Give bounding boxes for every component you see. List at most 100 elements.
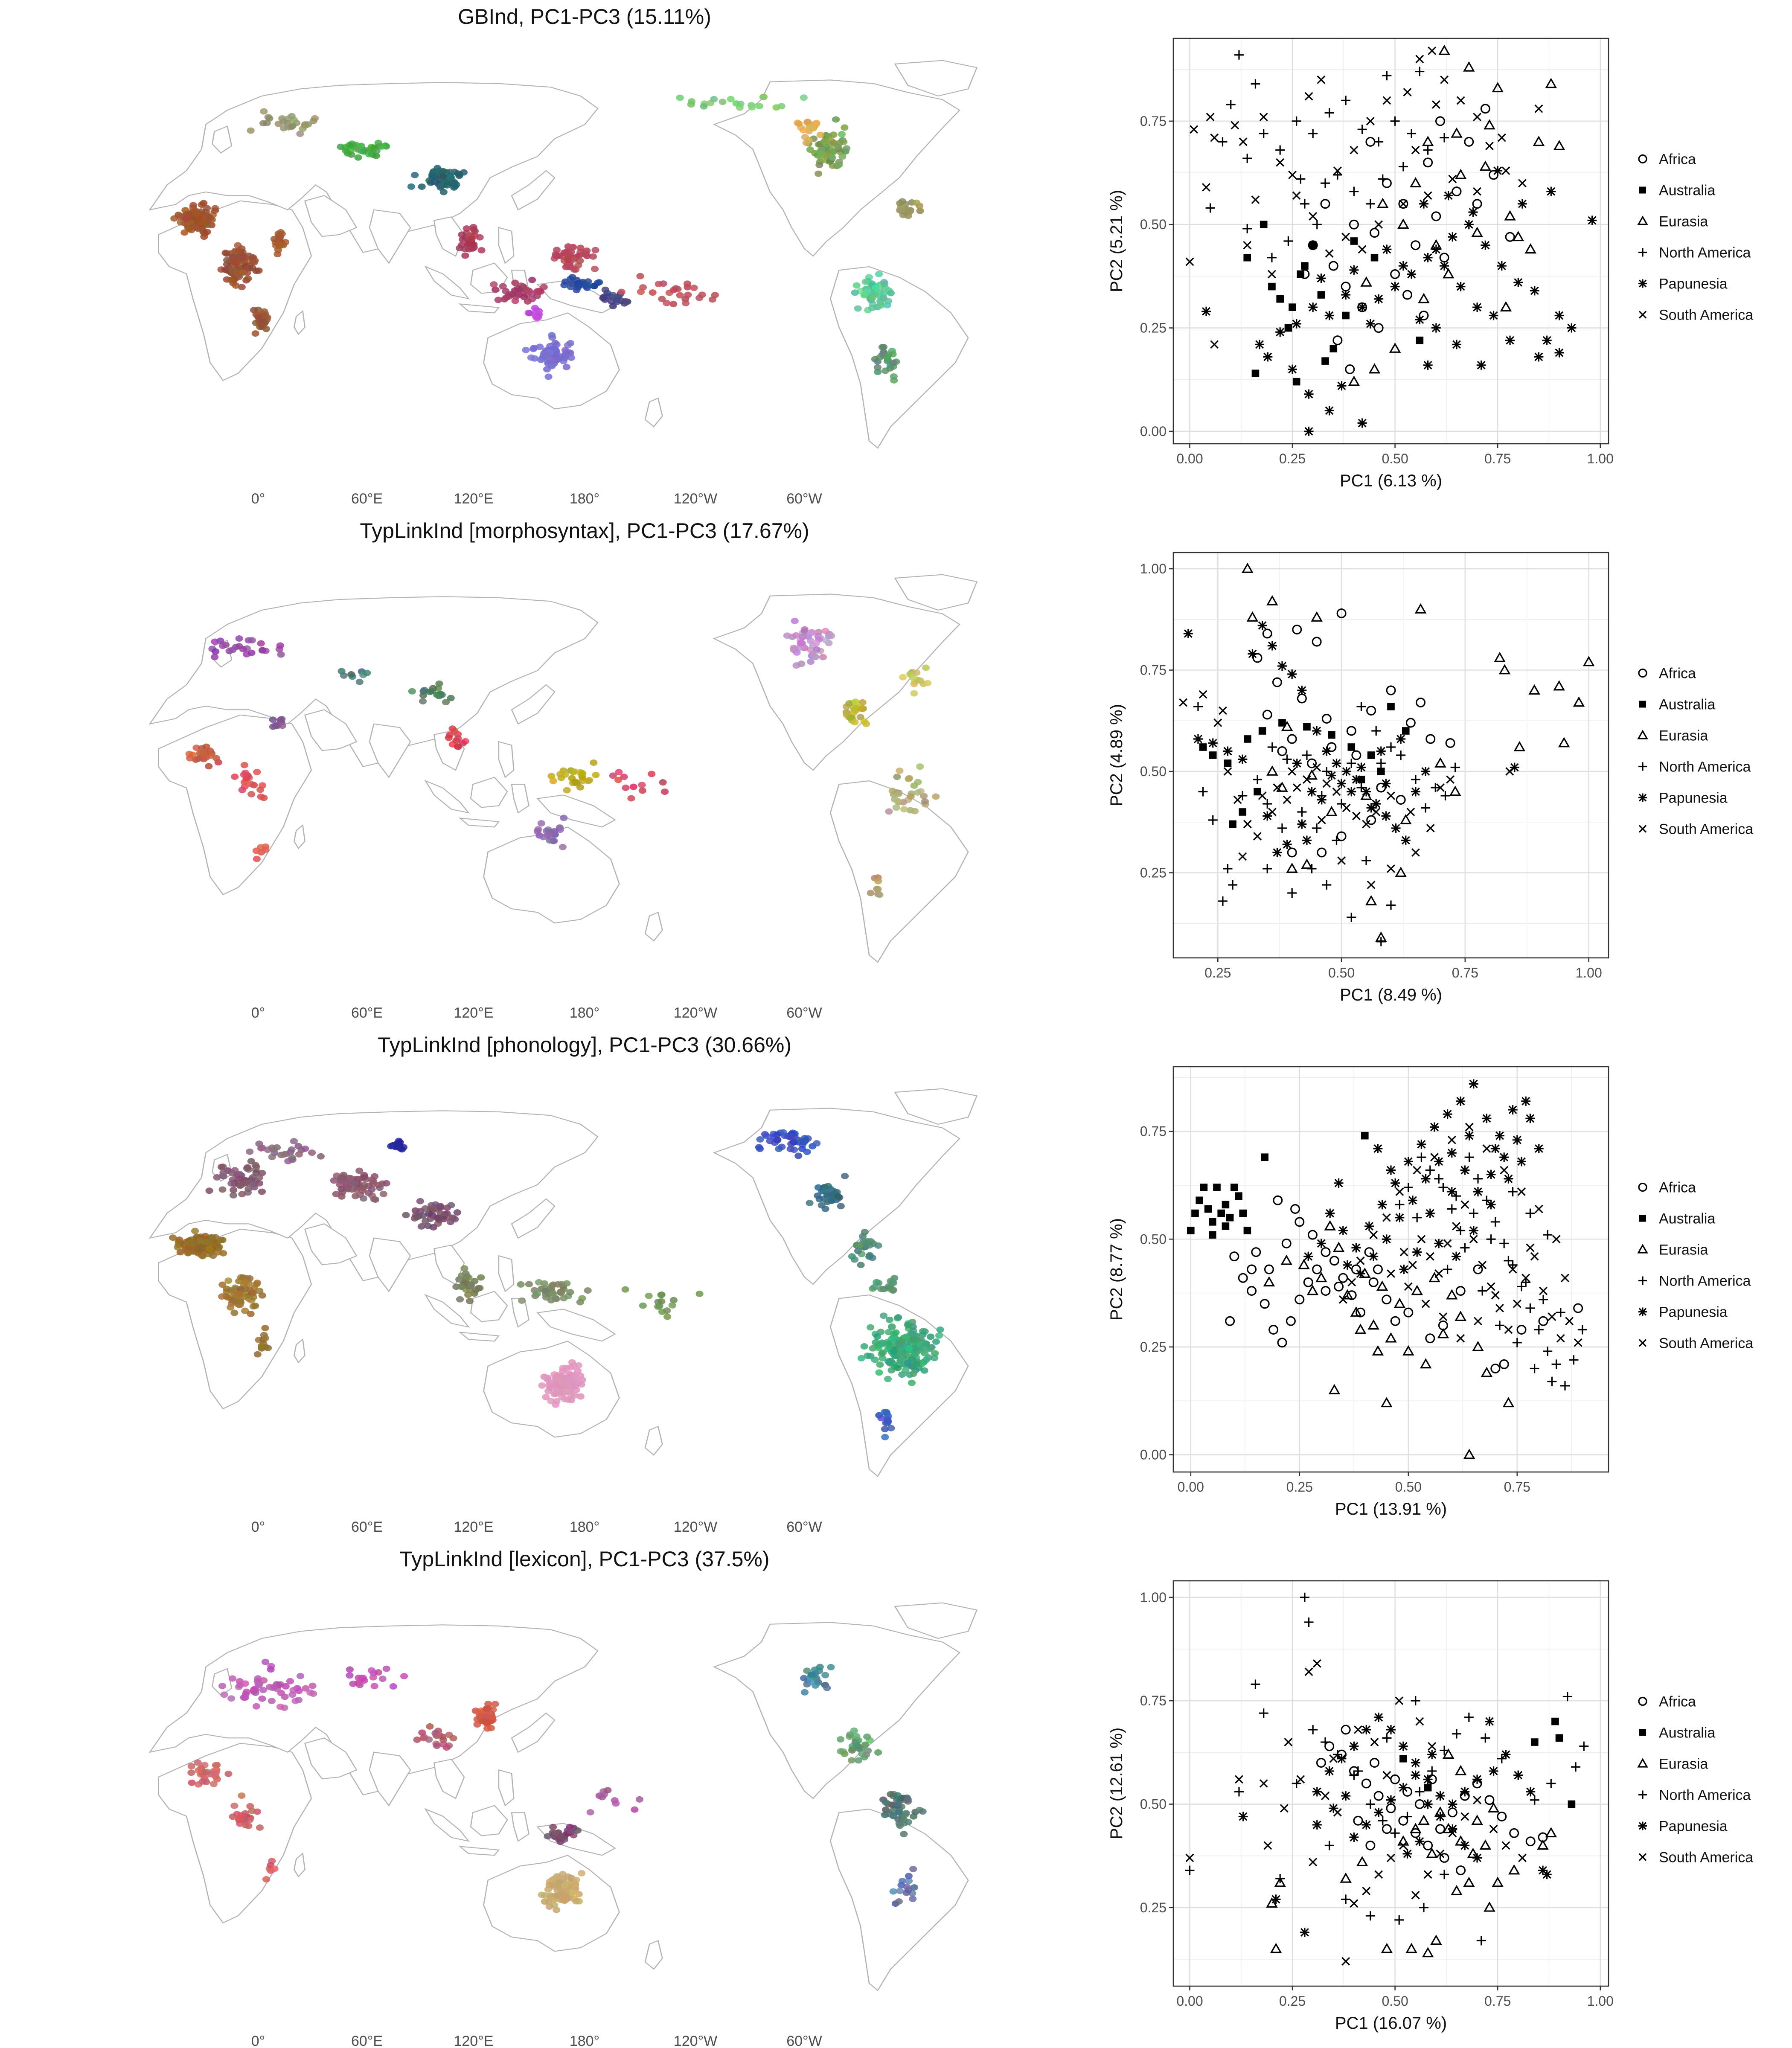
language-point [658,296,666,303]
marker-eurasia [1298,1259,1310,1269]
language-point [463,1273,471,1280]
marker-south-america [1317,76,1326,84]
language-point [864,1238,872,1245]
marker-north-america [1300,199,1309,209]
longitude-label: 60°W [786,491,822,507]
marker-south-america [1312,763,1321,772]
marker-africa [1287,734,1297,744]
marker-papunesia [1512,1135,1522,1145]
legend-label: North America [1659,1273,1751,1289]
marker-south-america [1473,1795,1482,1804]
x-tick-label: 0.00 [1176,451,1203,466]
marker-papunesia [1448,1824,1457,1834]
data-points [1185,1592,1589,1966]
language-point [552,1382,560,1388]
marker-north-america [1512,1338,1522,1347]
language-point [552,1401,560,1408]
marker-africa [1260,1299,1270,1309]
marker-south-america [1456,1334,1465,1343]
language-point [655,281,663,288]
marker-south-america [1638,1339,1647,1347]
language-point [638,787,646,794]
marker-papunesia [1208,738,1218,748]
marker-africa [1423,157,1433,168]
marker-papunesia [1546,186,1556,196]
marker-papunesia [1271,1894,1281,1904]
legend-label: Eurasia [1659,728,1708,744]
marker-north-america [1551,1359,1561,1369]
marker-north-america [1411,1696,1420,1706]
marker-north-america [1302,751,1312,760]
language-point [477,1274,485,1281]
marker-south-america [1372,808,1381,816]
marker-south-america [1288,767,1297,776]
language-point [645,1292,653,1299]
language-point [184,1250,192,1257]
marker-australia [1568,1800,1576,1808]
language-point [238,245,246,252]
language-point [591,247,599,253]
marker-south-america [1565,1317,1574,1326]
language-point [258,1695,266,1702]
marker-north-america [1464,1152,1474,1162]
language-point [800,127,808,134]
marker-papunesia [1434,1157,1444,1167]
marker-north-america [1499,1239,1509,1248]
language-point [865,1253,873,1260]
language-point [230,1309,239,1316]
language-point [821,1672,829,1679]
language-point [567,1397,575,1404]
marker-africa [1505,232,1515,242]
marker-south-america [1352,812,1361,820]
x-tick-label: 0.75 [1504,1479,1530,1495]
marker-africa [1328,261,1338,271]
landmass-africa [158,200,312,381]
marker-africa [1425,1333,1435,1344]
marker-south-america [1382,1771,1391,1780]
marker-eurasia [1270,1943,1282,1953]
language-point [221,641,230,648]
marker-north-america [1242,224,1252,233]
marker-australia [1229,820,1236,828]
marker-south-america [1415,1717,1424,1726]
marker-australia [1260,221,1268,229]
language-point [817,1202,826,1209]
marker-south-america [1447,1135,1456,1144]
language-point [238,787,246,794]
marker-africa [1365,1840,1376,1850]
language-point [887,1367,896,1374]
marker-africa [1411,240,1421,250]
marker-north-america [1312,823,1322,833]
marker-north-america [1556,1308,1565,1318]
marker-australia [1303,723,1311,731]
language-point [445,734,453,741]
language-point [684,291,692,298]
marker-africa [1403,1307,1414,1318]
marker-south-america [1505,767,1514,776]
language-point [477,247,486,254]
language-point [657,1291,666,1298]
language-point [899,674,907,681]
marker-papunesia [1456,282,1466,291]
language-point [756,1136,764,1143]
marker-papunesia [1275,327,1285,337]
language-point [777,103,785,110]
marker-australia [1239,808,1247,816]
marker-north-america [1473,1174,1483,1184]
language-point [932,793,940,800]
language-point [663,300,671,306]
language-point [637,288,645,295]
language-point [877,1286,885,1292]
language-point [919,1808,927,1815]
marker-north-america [1378,1816,1388,1826]
marker-north-america [1407,128,1417,138]
marker-south-america [1518,179,1527,188]
legend-label: Eurasia [1659,1242,1708,1258]
marker-south-america [1239,137,1248,146]
language-point [789,1139,798,1146]
language-point [604,1787,612,1794]
language-point [224,1167,232,1174]
marker-africa [1382,1824,1392,1834]
marker-south-america [1387,1269,1395,1278]
language-point [278,722,286,729]
